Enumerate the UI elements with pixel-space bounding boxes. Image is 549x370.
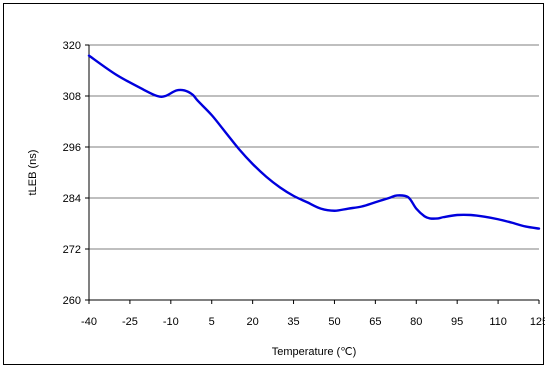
x-tick-label-125: 125 (530, 316, 545, 328)
x-tick-label--40: -40 (81, 316, 97, 328)
y-axis-label: tLEB (ns) (27, 150, 39, 196)
y-tick-label-260: 260 (63, 295, 81, 307)
series-lines (87, 54, 541, 230)
y-tick-label-296: 296 (63, 142, 81, 154)
x-tick-label-110: 110 (489, 316, 507, 328)
grid-lines (89, 44, 539, 301)
y-tick-label-284: 284 (63, 193, 81, 205)
x-tick-label-95: 95 (451, 316, 463, 328)
chart-frame: 260 272 284 296 308 320 -40 -25 -10 5 20 35 50 65 80 9… (3, 3, 545, 365)
y-tick-label-308: 308 (63, 91, 81, 103)
x-tick-label-20: 20 (247, 316, 259, 328)
line-chart: 260 272 284 296 308 320 -40 -25 -10 5 20 35 50 65 80 9… (27, 40, 545, 358)
x-tick-label--10: -10 (163, 316, 179, 328)
y-tick-label-272: 272 (63, 244, 81, 256)
x-tick-label-5: 5 (209, 316, 215, 328)
y-tick-labels: 260 272 284 296 308 320 (63, 40, 81, 307)
y-tick-label-320: 320 (63, 40, 81, 52)
x-tick-label-80: 80 (410, 316, 422, 328)
axes (85, 44, 540, 304)
x-tick-label-35: 35 (287, 316, 299, 328)
x-tick-label-65: 65 (369, 316, 381, 328)
x-axis-label: Temperature (℃) (272, 346, 357, 358)
series-line-0 (87, 54, 541, 230)
x-tick-label-50: 50 (328, 316, 340, 328)
x-tick-labels: -40 -25 -10 5 20 35 50 65 80 95 110 125 (81, 316, 545, 328)
x-tick-label--25: -25 (122, 316, 138, 328)
